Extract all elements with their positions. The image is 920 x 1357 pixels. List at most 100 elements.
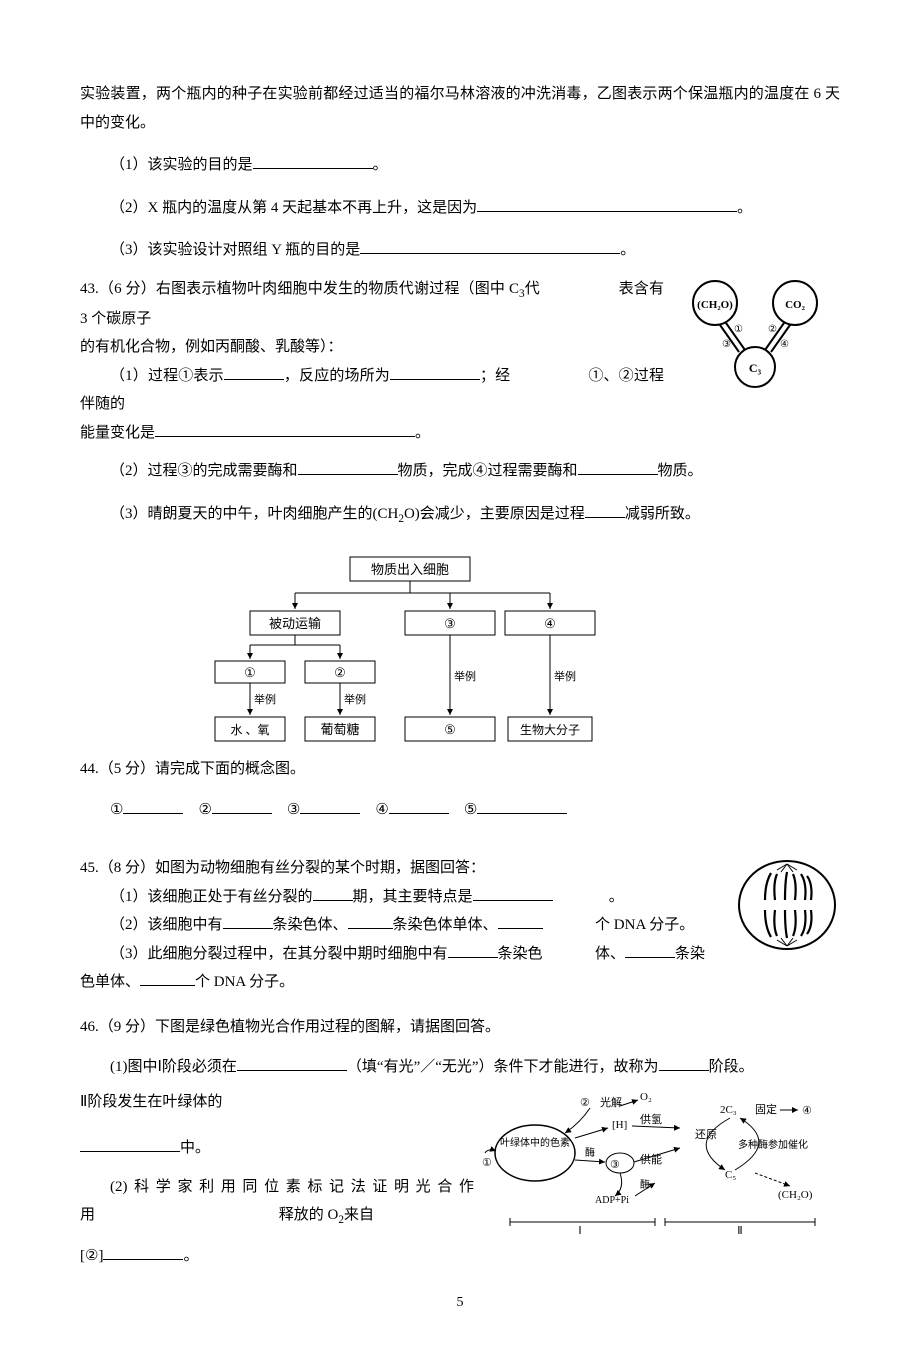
q45-p2c: 条染色体单体、 [393, 917, 498, 933]
blank [585, 502, 625, 518]
node-ch2o: (CH₂O) [697, 299, 733, 311]
q44-l3: ③ [287, 802, 300, 818]
q46-p2d: [②]。 [80, 1242, 840, 1271]
q43-p1b: ，反应的场所为 [284, 368, 390, 384]
q43-p2a: （2）过程③的完成需要酶和 [110, 463, 298, 479]
concept-map-svg: 物质出入细胞 被动运输 ③ ④ ① ② 举例 [200, 555, 630, 755]
q46-p2d-text: [②] [80, 1248, 103, 1264]
blank [348, 913, 393, 929]
intro-q2-text: （2）X 瓶内的温度从第 4 天起基本不再上升，这是因为 [110, 200, 477, 216]
blank [477, 798, 567, 814]
q46-p1-top: (1)图中Ⅰ阶段必须在（填“有光”／“无光”）条件下才能进行，故称为阶段。 [80, 1053, 840, 1082]
blank [578, 459, 658, 475]
cm-c2: ② [334, 665, 346, 680]
intro-q2-tail: 。 [737, 200, 752, 216]
q45-p3c: 体、 [595, 946, 625, 962]
ps-adp: ADP+Pi [595, 1195, 629, 1206]
intro-paragraph: 实验装置，两个瓶内的种子在实验前都经过适当的福尔马林溶液的冲洗消毒，乙图表示两个… [80, 80, 840, 137]
blank [390, 364, 480, 380]
ps-I: Ⅰ [578, 1225, 581, 1237]
q43-p3: （3）晴朗夏天的中午，叶肉细胞产生的(CH2O)会减少，主要原因是过程减弱所致。 [80, 500, 840, 530]
q43-p1tail: 。 [415, 425, 430, 441]
intro-q3: （3）该实验设计对照组 Y 瓶的目的是 。 [80, 236, 840, 265]
q45-p1tail: 。 [609, 889, 624, 905]
blank [103, 1244, 183, 1260]
blank [123, 798, 183, 814]
q45-p2: （2）该细胞中有条染色体、条染色体单体、 个 DNA 分子。 [80, 911, 840, 940]
q43-p2tail: 物质。 [658, 463, 703, 479]
cm-c3: ③ [444, 616, 456, 631]
blank [223, 913, 273, 929]
q43-p1e: 能量变化是。 [80, 419, 840, 448]
q46-p1e-text: 中。 [180, 1140, 210, 1156]
intro-q3-tail: 。 [620, 242, 635, 258]
blank [155, 421, 415, 437]
q46-head-text: 46.（9 分）下图是绿色植物光合作用过程的图解，请据图回答。 [80, 1019, 500, 1035]
blank [389, 798, 449, 814]
ps-supplyh: 供氢 [640, 1112, 662, 1126]
cm-ex1: 举例 [254, 692, 276, 706]
intro-text: 实验装置，两个瓶内的种子在实验前都经过适当的福尔马林溶液的冲洗消毒，乙图表示两个… [80, 86, 840, 131]
q45-p3b: 条染色 [498, 946, 543, 962]
blank [253, 153, 373, 169]
q43-p1c: ；经 [480, 368, 510, 384]
mitosis-cell-svg [735, 858, 840, 953]
q45-p2a: （2）该细胞中有 [110, 917, 223, 933]
blank [212, 798, 272, 814]
ps-pigment1: 叶绿体中的色素 [500, 1136, 570, 1149]
q43-p3a2: O)会减少，主要原因是过程 [404, 506, 585, 522]
q46-p1d-text: Ⅱ阶段发生在叶绿体的 [80, 1094, 222, 1110]
cm-l1: 被动运输 [269, 616, 321, 631]
q44-l1: ① [110, 802, 123, 818]
q43-head-a2: 代 [525, 281, 540, 297]
metabolism-diagram-svg: (CH₂O) CO₂ C₃ ① ② ③ ④ [670, 275, 840, 395]
q45-p1: （1）该细胞正处于有丝分裂的期，其主要特点是 。 [80, 883, 840, 912]
cm-b4: 生物大分子 [520, 723, 580, 737]
q44-head-text: 44.（5 分）请完成下面的概念图。 [80, 761, 305, 777]
ps-l4: ④ [802, 1105, 812, 1117]
node-c3: C₃ [749, 361, 762, 375]
q44-l2: ② [198, 802, 211, 818]
q46-head: 46.（9 分）下图是绿色植物光合作用过程的图解，请据图回答。 [80, 1013, 840, 1042]
q45-p2b: 条染色体、 [273, 917, 348, 933]
blank [498, 913, 543, 929]
blank [313, 885, 353, 901]
ps-II: Ⅱ [737, 1225, 742, 1237]
photosynthesis-svg: 叶绿体中的色素 ① ② 光解 O₂ [H] 供氢 ③ 供能 [480, 1088, 830, 1238]
q46-p1b: （填“有光”／“无光”）条件下才能进行，故称为 [347, 1059, 659, 1075]
lbl-1: ① [734, 324, 743, 335]
cm-b1: 水 、氧 [230, 723, 269, 737]
q46-p2a: (2)科学家利用同位素标记法证明光合作用 [80, 1179, 474, 1224]
q43-p2: （2）过程③的完成需要酶和物质，完成④过程需要酶和物质。 [80, 457, 840, 486]
intro-q1: （1）该实验的目的是。 [80, 151, 840, 180]
q45-p3: （3）此细胞分裂过程中，在其分裂中期时细胞中有条染色 体、条染 [80, 940, 840, 969]
cm-ex2: 举例 [344, 692, 366, 706]
blank [298, 459, 398, 475]
cm-top: 物质出入细胞 [371, 562, 449, 577]
cm-c1: ① [244, 665, 256, 680]
blank [477, 196, 737, 212]
lbl-2: ② [768, 324, 777, 335]
q45-p3d: 条染 [675, 946, 705, 962]
q45-p3e: 色单体、个 DNA 分子。 [80, 968, 840, 997]
q45: 45.（8 分）如图为动物细胞有丝分裂的某个时期，据图回答： （1）该细胞正处于… [80, 854, 840, 997]
q46-body: 叶绿体中的色素 ① ② 光解 O₂ [H] 供氢 ③ 供能 [80, 1088, 840, 1271]
q43-p3tail: 减弱所致。 [625, 506, 700, 522]
q46-p1c: 阶段。 [709, 1059, 754, 1075]
intro-q1-tail: 。 [373, 157, 388, 173]
intro-q3-text: （3）该实验设计对照组 Y 瓶的目的是 [110, 242, 360, 258]
q44-blanks: ① ② ③ ④ ⑤ [80, 796, 840, 825]
q43-diagram: (CH₂O) CO₂ C₃ ① ② ③ ④ [670, 275, 840, 395]
q46-p2b: 释放的 O [279, 1207, 339, 1223]
q43-p3a: （3）晴朗夏天的中午，叶肉细胞产生的(CH [110, 506, 398, 522]
q43-p1a: （1）过程①表示 [110, 368, 224, 384]
ps-enz1: 酶 [585, 1146, 595, 1159]
blank [237, 1055, 347, 1071]
blank [140, 970, 195, 986]
q43: (CH₂O) CO₂ C₃ ① ② ③ ④ 43.（6 分）右图表示植物叶肉细胞… [80, 275, 840, 531]
blank [473, 885, 553, 901]
blank [80, 1136, 180, 1152]
q43-head-c: 的有机化合物，例如丙酮酸、乳酸等）： [80, 339, 343, 355]
q45-p1b: 期，其主要特点是 [353, 889, 473, 905]
intro-q2: （2）X 瓶内的温度从第 4 天起基本不再上升，这是因为 。 [80, 194, 840, 223]
